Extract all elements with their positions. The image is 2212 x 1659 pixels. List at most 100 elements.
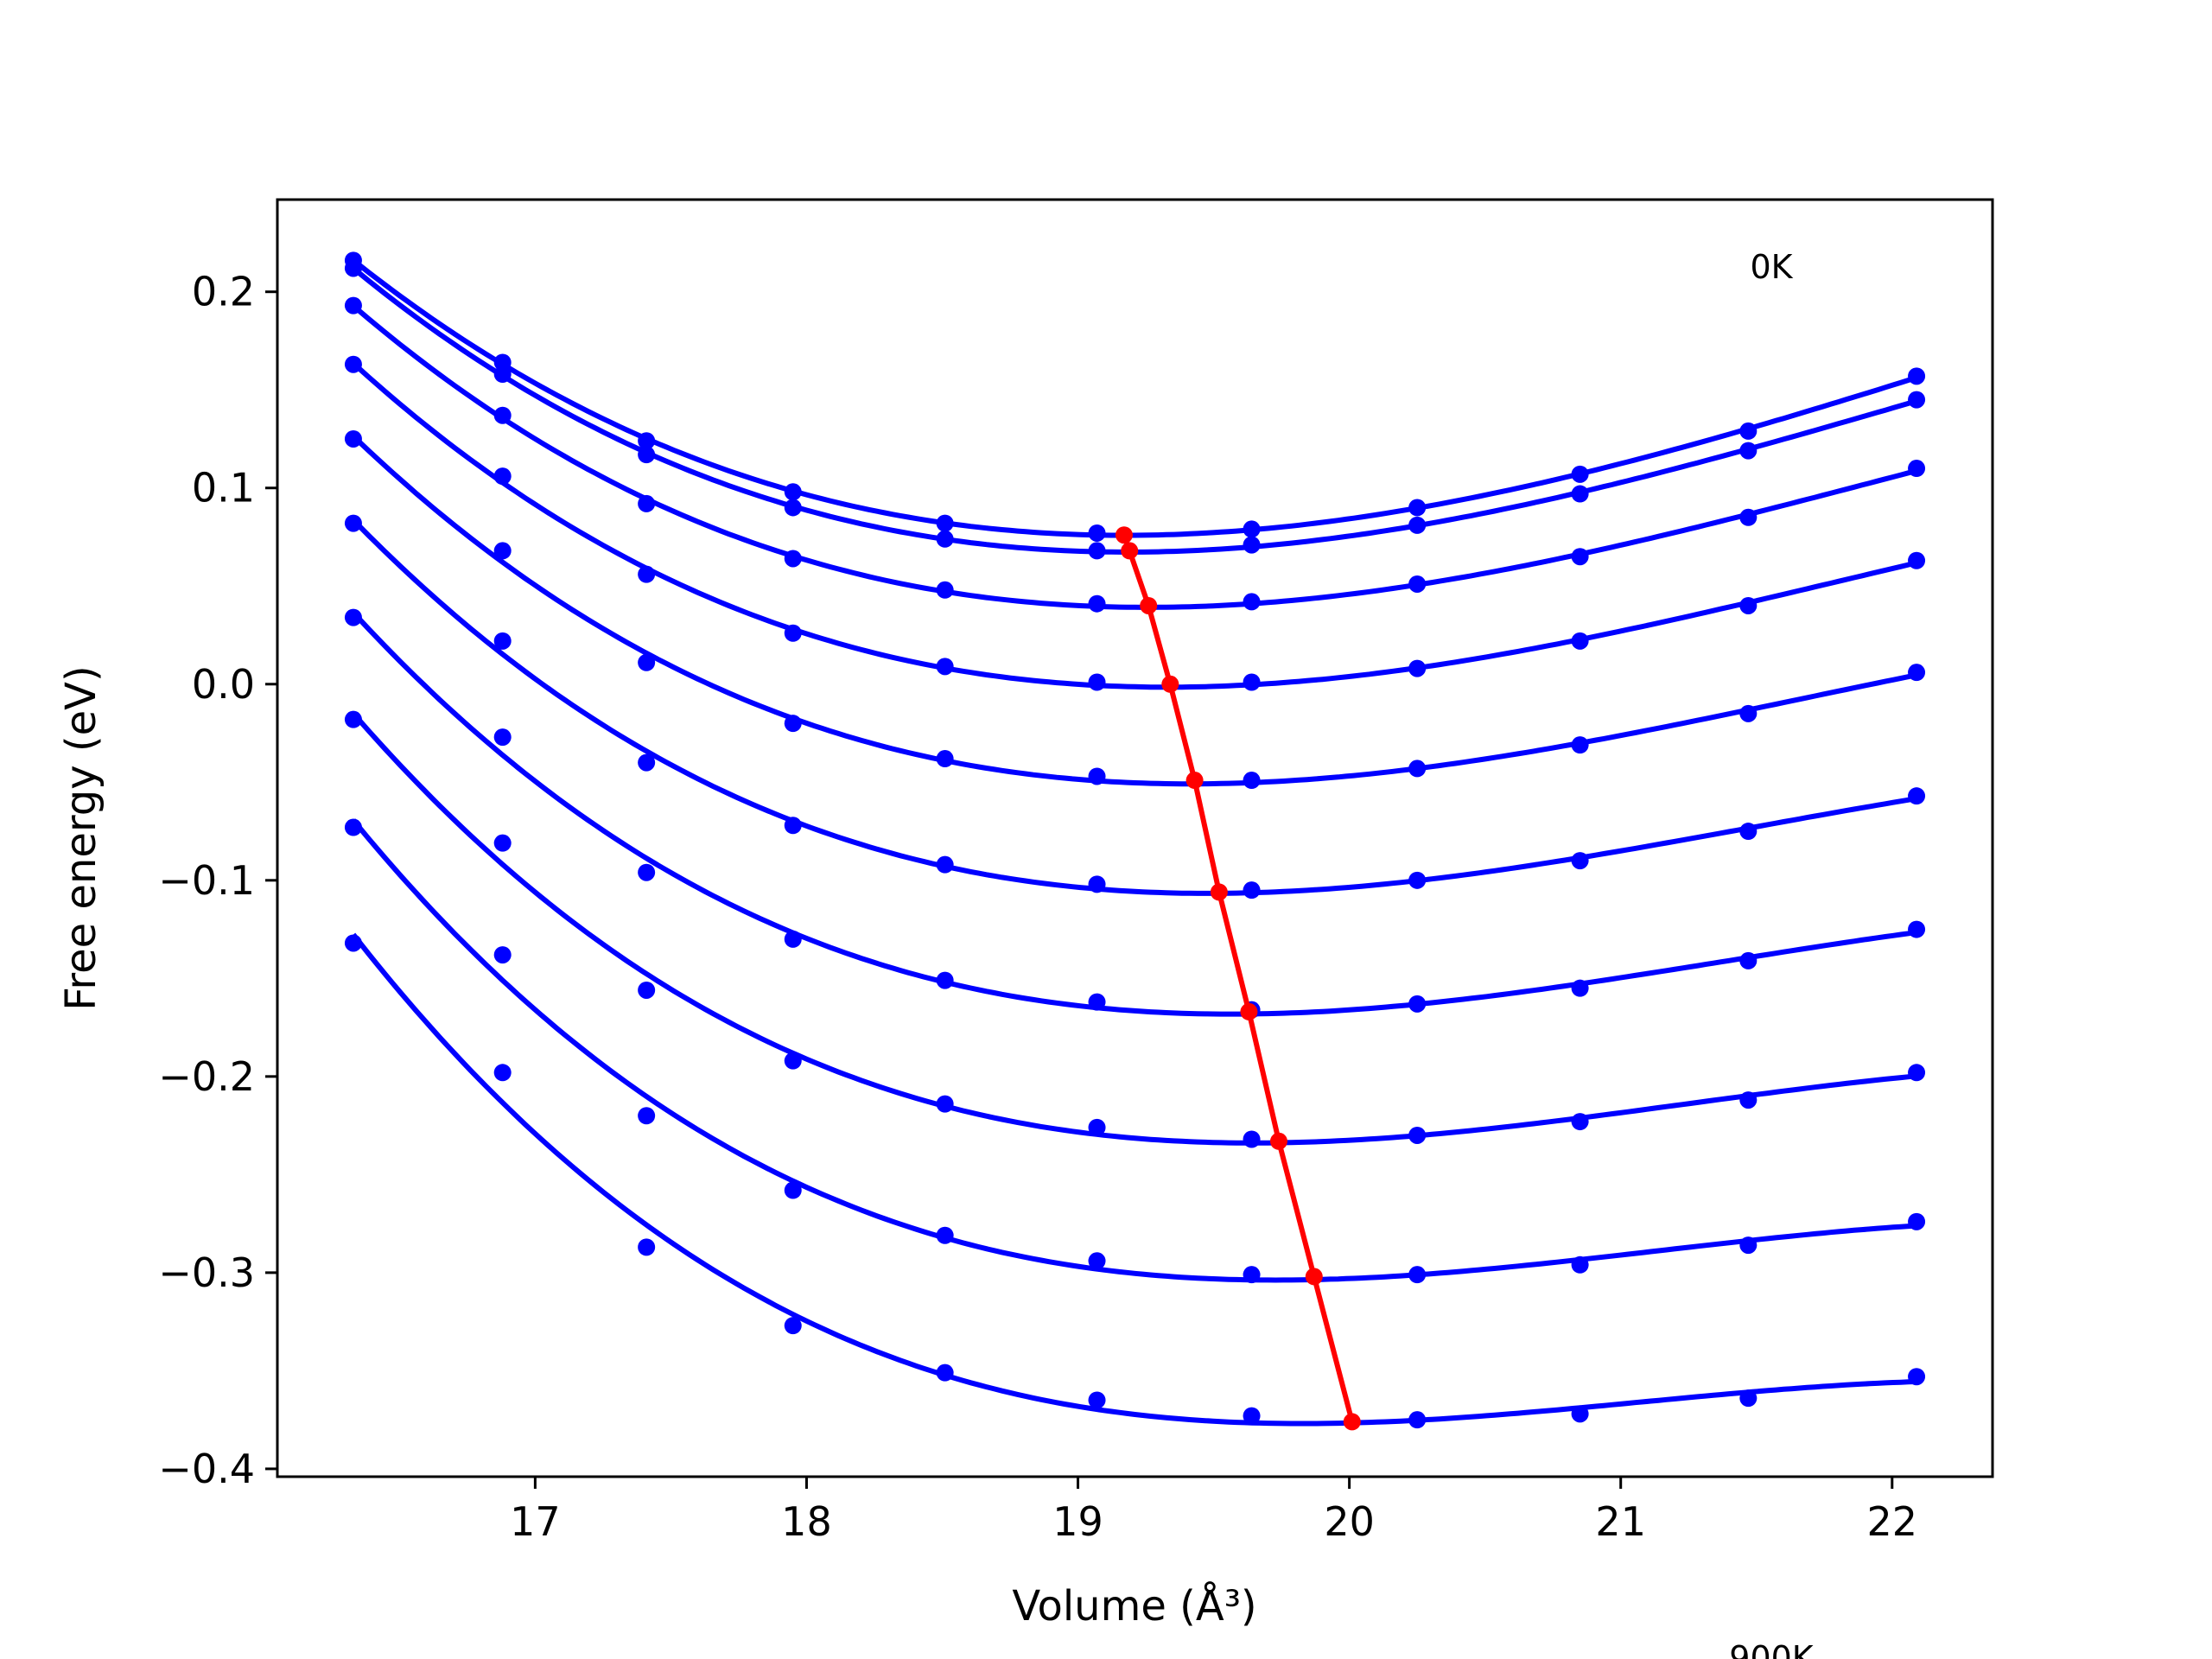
data-point xyxy=(936,658,954,676)
fit-curve-8 xyxy=(351,818,1917,1283)
minimum-point xyxy=(1121,542,1139,560)
data-point xyxy=(344,818,362,836)
minimum-point xyxy=(1305,1268,1323,1286)
data-point xyxy=(493,834,512,852)
data-point xyxy=(1571,979,1589,997)
data-point xyxy=(1408,1411,1427,1429)
data-point xyxy=(1243,1266,1261,1284)
data-point xyxy=(1908,920,1926,938)
data-point xyxy=(936,581,954,599)
data-point xyxy=(1408,760,1427,778)
data-point xyxy=(1908,367,1926,385)
data-point xyxy=(344,608,362,626)
data-point xyxy=(1243,1407,1261,1425)
data-point xyxy=(936,971,954,989)
fit-curve-9 xyxy=(351,932,1917,1427)
data-point xyxy=(638,1238,656,1256)
data-point xyxy=(344,514,362,532)
x-axis-ticks: 17 18 19 20 21 22 xyxy=(510,1477,1917,1545)
data-point xyxy=(1739,1091,1758,1109)
data-point xyxy=(1408,659,1427,677)
data-point xyxy=(1088,1391,1106,1409)
minimum-point xyxy=(1115,526,1133,544)
data-point xyxy=(1088,1252,1106,1270)
data-point xyxy=(638,653,656,671)
annotation-0k: 0K xyxy=(1750,248,1793,286)
data-point xyxy=(1571,485,1589,503)
data-point xyxy=(1408,871,1427,889)
data-point xyxy=(784,499,802,517)
data-point xyxy=(1571,852,1589,870)
data-point xyxy=(1088,542,1106,560)
data-point xyxy=(936,1226,954,1244)
y-tick-label: 0.0 xyxy=(192,661,255,708)
data-point xyxy=(1088,524,1106,542)
data-point xyxy=(493,728,512,747)
data-point xyxy=(936,1363,954,1382)
data-point xyxy=(638,494,656,512)
data-point xyxy=(1739,442,1758,460)
data-point xyxy=(1908,460,1926,478)
data-point xyxy=(1571,548,1589,566)
data-point xyxy=(1571,1113,1589,1131)
y-tick-label: −0.2 xyxy=(158,1053,255,1100)
data-point xyxy=(1408,499,1427,517)
x-tick-label: 18 xyxy=(781,1498,832,1545)
fit-curve-5 xyxy=(351,518,1917,896)
data-point xyxy=(1243,772,1261,790)
data-point xyxy=(936,530,954,548)
x-tick-label: 21 xyxy=(1595,1498,1646,1545)
data-point xyxy=(784,1317,802,1335)
data-point xyxy=(1739,1389,1758,1408)
data-point xyxy=(784,817,802,835)
x-tick-label: 17 xyxy=(510,1498,561,1545)
data-point xyxy=(1571,736,1589,754)
data-point xyxy=(344,429,362,448)
data-point xyxy=(1408,1266,1427,1284)
data-point xyxy=(1739,508,1758,526)
data-point xyxy=(493,406,512,424)
data-point xyxy=(1408,516,1427,534)
data-point xyxy=(493,1064,512,1082)
data-point xyxy=(1243,673,1261,691)
data-point xyxy=(638,432,656,450)
fit-curve-2 xyxy=(351,303,1917,610)
data-point xyxy=(1908,1064,1926,1082)
data-point xyxy=(638,1107,656,1125)
minima-line-path xyxy=(1122,534,1355,1423)
data-point xyxy=(1739,596,1758,614)
x-axis-label: Volume (Å³) xyxy=(1012,1581,1256,1630)
data-point xyxy=(784,483,802,501)
x-tick-label: 20 xyxy=(1324,1498,1375,1545)
data-points xyxy=(344,251,1926,1429)
data-point xyxy=(1739,823,1758,841)
data-point xyxy=(784,624,802,642)
data-point xyxy=(1739,951,1758,969)
fit-curve-4 xyxy=(351,434,1917,787)
data-point xyxy=(1571,1255,1589,1274)
data-point xyxy=(1243,536,1261,554)
data-point xyxy=(638,753,656,772)
y-axis-label: Free energy (eV) xyxy=(57,665,105,1010)
data-point xyxy=(1088,875,1106,893)
data-point xyxy=(1908,664,1926,682)
data-point xyxy=(344,296,362,315)
data-point xyxy=(784,930,802,948)
annotation-900k: 900K xyxy=(1729,1639,1815,1659)
y-axis-ticks: −0.4 −0.3 −0.2 −0.1 0.0 0.1 0.2 xyxy=(158,269,277,1492)
data-point xyxy=(638,981,656,999)
minimum-point xyxy=(1210,883,1228,901)
minimum-point xyxy=(1161,675,1179,693)
minimum-point xyxy=(1269,1132,1287,1150)
data-point xyxy=(638,863,656,881)
data-point xyxy=(344,934,362,952)
data-point xyxy=(638,565,656,583)
data-point xyxy=(1739,422,1758,440)
data-point xyxy=(1243,520,1261,538)
data-point xyxy=(936,750,954,768)
data-point xyxy=(1571,465,1589,483)
fit-curve-3 xyxy=(351,361,1917,690)
data-point xyxy=(1088,1118,1106,1136)
data-point xyxy=(784,715,802,733)
